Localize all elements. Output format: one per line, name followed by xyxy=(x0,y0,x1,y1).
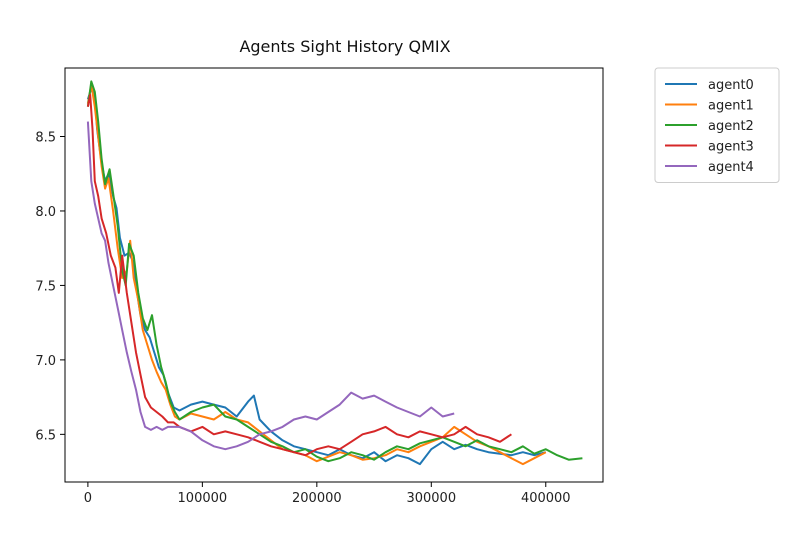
legend-box xyxy=(654,67,780,183)
x-tick-label: 300000 xyxy=(406,491,456,506)
x-tick-label: 0 xyxy=(84,491,92,506)
y-tick-label: 8.5 xyxy=(35,131,56,146)
legend-label-agent2: agent2 xyxy=(708,119,754,134)
series-line-agent1 xyxy=(86,83,547,466)
y-tick-label: 8.0 xyxy=(35,205,56,220)
y-axis: 6.5 7.0 7.5 8.0 8.5 xyxy=(35,131,65,443)
legend-label-agent3: agent3 xyxy=(708,140,754,155)
series-line-agent2 xyxy=(86,80,583,463)
series-lines xyxy=(86,80,583,466)
x-tick-label: 200000 xyxy=(292,491,342,506)
x-tick-label: 100000 xyxy=(178,491,228,506)
legend-label-agent0: agent0 xyxy=(708,78,754,93)
legend-label-agent4: agent4 xyxy=(708,160,754,175)
chart-title: Agents Sight History QMIX xyxy=(239,37,450,56)
series-line-agent0 xyxy=(86,87,547,466)
y-tick-label: 7.0 xyxy=(35,354,56,369)
legend-label-agent1: agent1 xyxy=(708,99,754,114)
series-line-agent3 xyxy=(86,93,512,457)
legend: agent0 agent1 agent2 agent3 agent4 xyxy=(654,67,780,183)
x-axis: 0 100000 200000 300000 400000 xyxy=(84,482,571,506)
x-tick-label: 400000 xyxy=(521,491,571,506)
plot-frame xyxy=(64,67,604,483)
y-tick-label: 6.5 xyxy=(35,428,56,443)
y-tick-label: 7.5 xyxy=(35,279,56,294)
series-line-agent4 xyxy=(86,121,455,451)
